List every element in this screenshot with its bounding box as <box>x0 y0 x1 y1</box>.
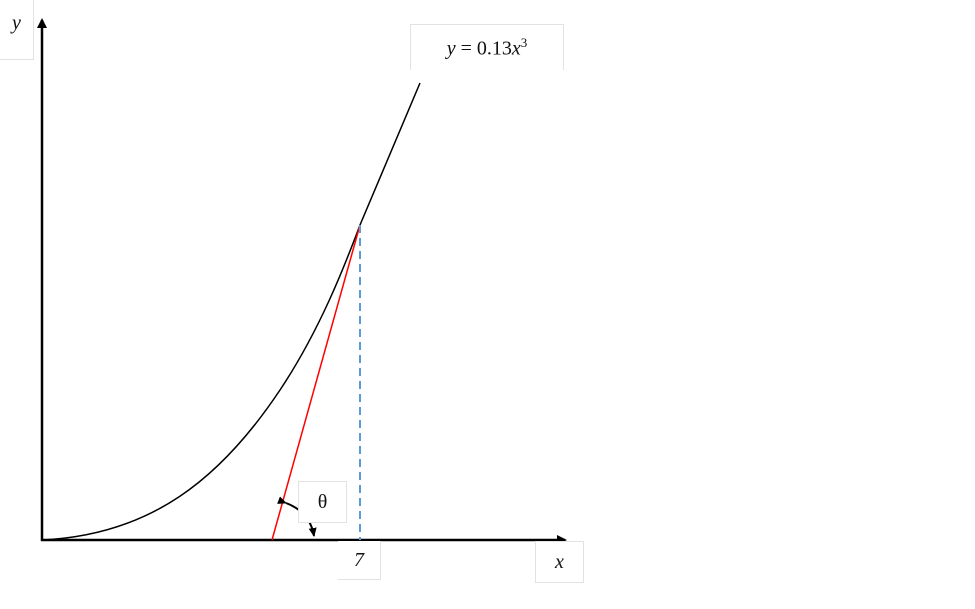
x-axis-label: x <box>535 541 584 583</box>
eq-lhs: y <box>446 37 456 60</box>
cubic-curve <box>41 82 421 541</box>
eq-exp: 3 <box>520 34 528 50</box>
tangent-line <box>271 224 361 541</box>
tick-7: 7 <box>354 548 364 571</box>
theta-text: θ <box>317 490 328 513</box>
eq-coef: = 0.13 <box>455 37 512 60</box>
y-label-text: y <box>12 12 21 34</box>
y-axis-label: y <box>0 0 34 60</box>
x-label-text: x <box>555 550 564 573</box>
angle-label: θ <box>298 481 347 523</box>
equation-label: y = 0.13x3 <box>410 24 564 70</box>
x-tick-label: 7 <box>338 541 381 580</box>
eq-var: x <box>511 37 521 60</box>
